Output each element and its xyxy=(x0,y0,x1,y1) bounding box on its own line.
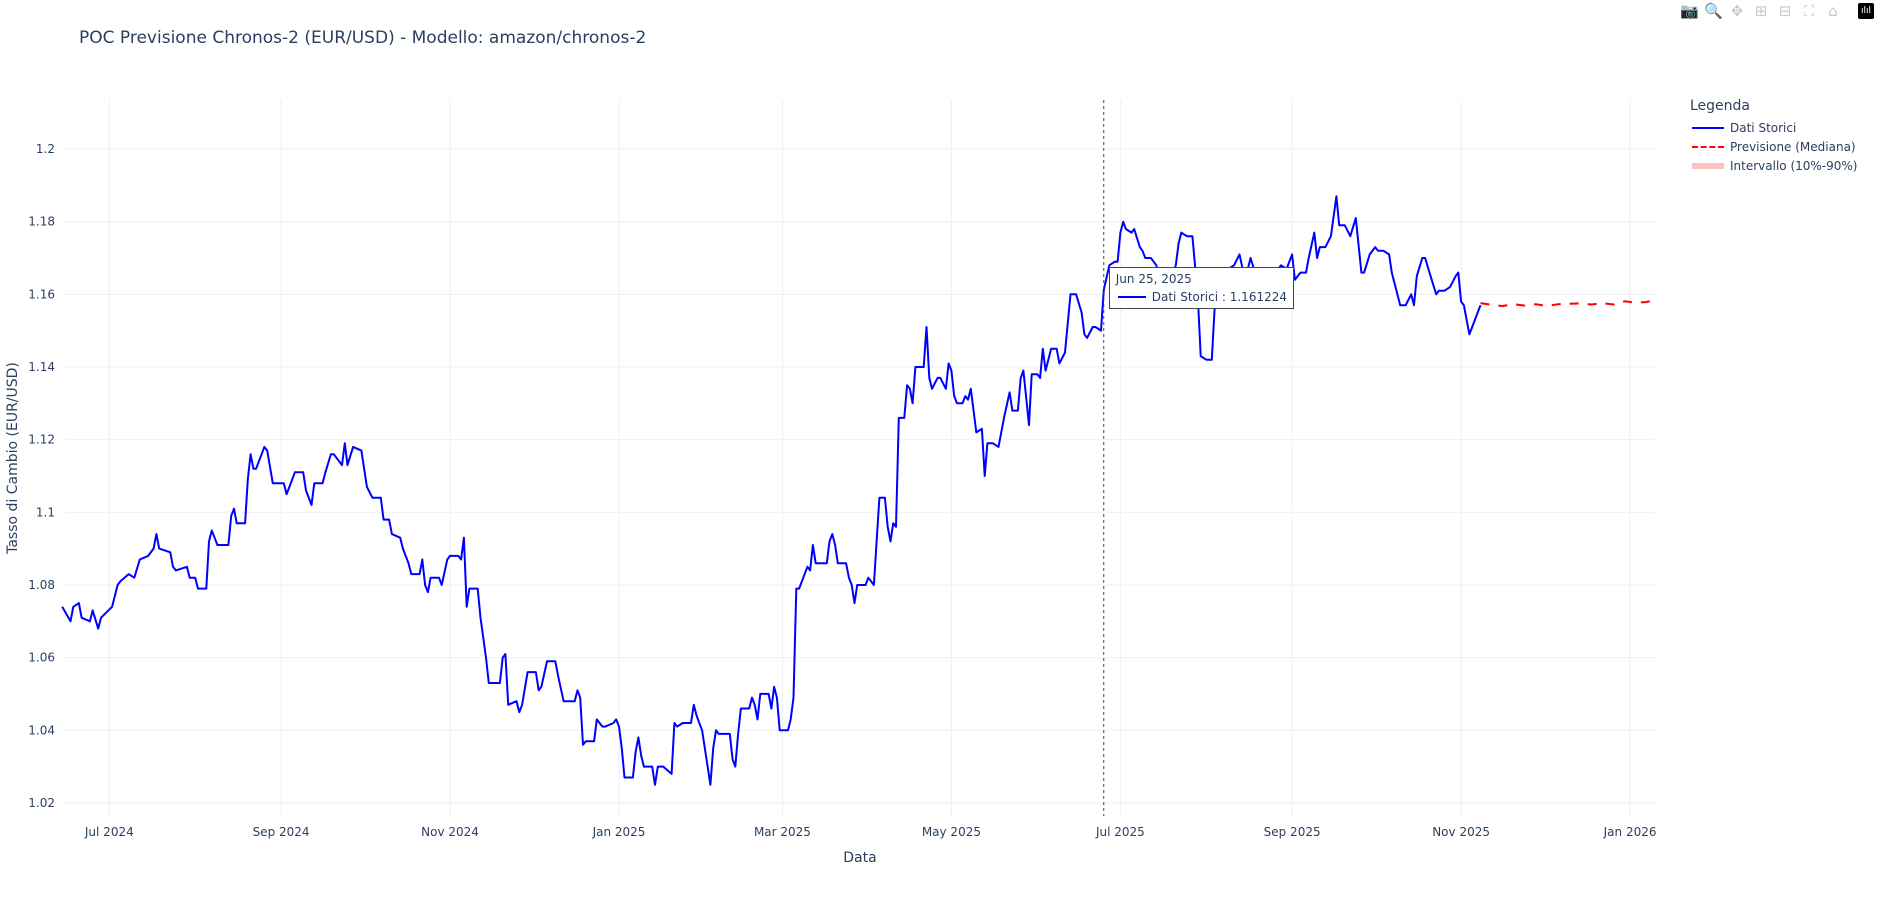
legend-label: Intervallo (10%-90%) xyxy=(1730,158,1858,173)
legend-label: Dati Storici xyxy=(1730,120,1797,135)
modebar: 📷 🔍 ✥ ⊞ ⊟ ⛶ ⌂ ılıl xyxy=(1680,2,1874,20)
y-tick-label: 1.04 xyxy=(28,723,55,737)
x-axis-title: Data xyxy=(843,850,876,866)
hover-tooltip: Jun 25, 2025 Dati Storici : 1.161224 xyxy=(1108,267,1294,309)
y-tick-label: 1.12 xyxy=(28,433,55,447)
zoom-icon[interactable]: 🔍 xyxy=(1704,2,1723,20)
x-tick-label: Jan 2026 xyxy=(1603,825,1657,839)
y-tick-label: 1.08 xyxy=(28,578,55,592)
x-tick-label: Jan 2025 xyxy=(592,825,646,839)
legend-swatch-solid xyxy=(1692,126,1724,129)
x-tick-label: Nov 2025 xyxy=(1432,825,1490,839)
tooltip-swatch xyxy=(1117,296,1146,298)
home-icon[interactable]: ⌂ xyxy=(1828,2,1838,20)
legend-item-interval[interactable]: Intervallo (10%-90%) xyxy=(1690,156,1857,175)
plotly-logo-icon[interactable]: ılıl xyxy=(1858,3,1874,19)
y-axis-title: Tasso di Cambio (EUR/USD) xyxy=(5,362,21,555)
autoscale-icon[interactable]: ⛶ xyxy=(1803,2,1815,20)
legend-title: Legenda xyxy=(1690,98,1751,114)
y-tick-label: 1.06 xyxy=(28,651,55,665)
legend: Legenda Dati Storici Previsione (Mediana… xyxy=(1690,98,1857,175)
tooltip-value: Dati Storici : 1.161224 xyxy=(1151,290,1287,304)
y-tick-label: 1.1 xyxy=(36,505,55,519)
x-tick-label: Jul 2025 xyxy=(1095,825,1145,839)
y-tick-label: 1.18 xyxy=(28,215,55,229)
x-tick-label: Jul 2024 xyxy=(84,825,134,839)
x-tick-label: Mar 2025 xyxy=(754,825,811,839)
y-tick-label: 1.14 xyxy=(28,360,55,374)
chart-title: POC Previsione Chronos-2 (EUR/USD) - Mod… xyxy=(79,28,647,48)
tooltip-date: Jun 25, 2025 xyxy=(1115,272,1192,286)
x-tick-label: Sep 2025 xyxy=(1264,825,1321,839)
legend-item-forecast[interactable]: Previsione (Mediana) xyxy=(1690,137,1857,156)
x-tick-label: Sep 2024 xyxy=(253,825,310,839)
forecast-median-line xyxy=(1480,298,1656,307)
legend-label: Previsione (Mediana) xyxy=(1730,139,1856,154)
x-tick-label: Nov 2024 xyxy=(421,825,479,839)
legend-swatch-band xyxy=(1692,162,1724,169)
zoom-out-icon[interactable]: ⊟ xyxy=(1778,2,1792,20)
pan-icon[interactable]: ✥ xyxy=(1730,2,1744,20)
legend-item-historical[interactable]: Dati Storici xyxy=(1690,118,1857,137)
zoom-in-icon[interactable]: ⊞ xyxy=(1754,2,1768,20)
y-tick-label: 1.16 xyxy=(28,287,55,301)
legend-swatch-dash xyxy=(1692,145,1724,148)
x-tick-label: May 2025 xyxy=(922,825,981,839)
y-tick-label: 1.2 xyxy=(36,142,55,156)
camera-icon[interactable]: 📷 xyxy=(1680,2,1699,20)
y-tick-label: 1.02 xyxy=(28,796,55,810)
